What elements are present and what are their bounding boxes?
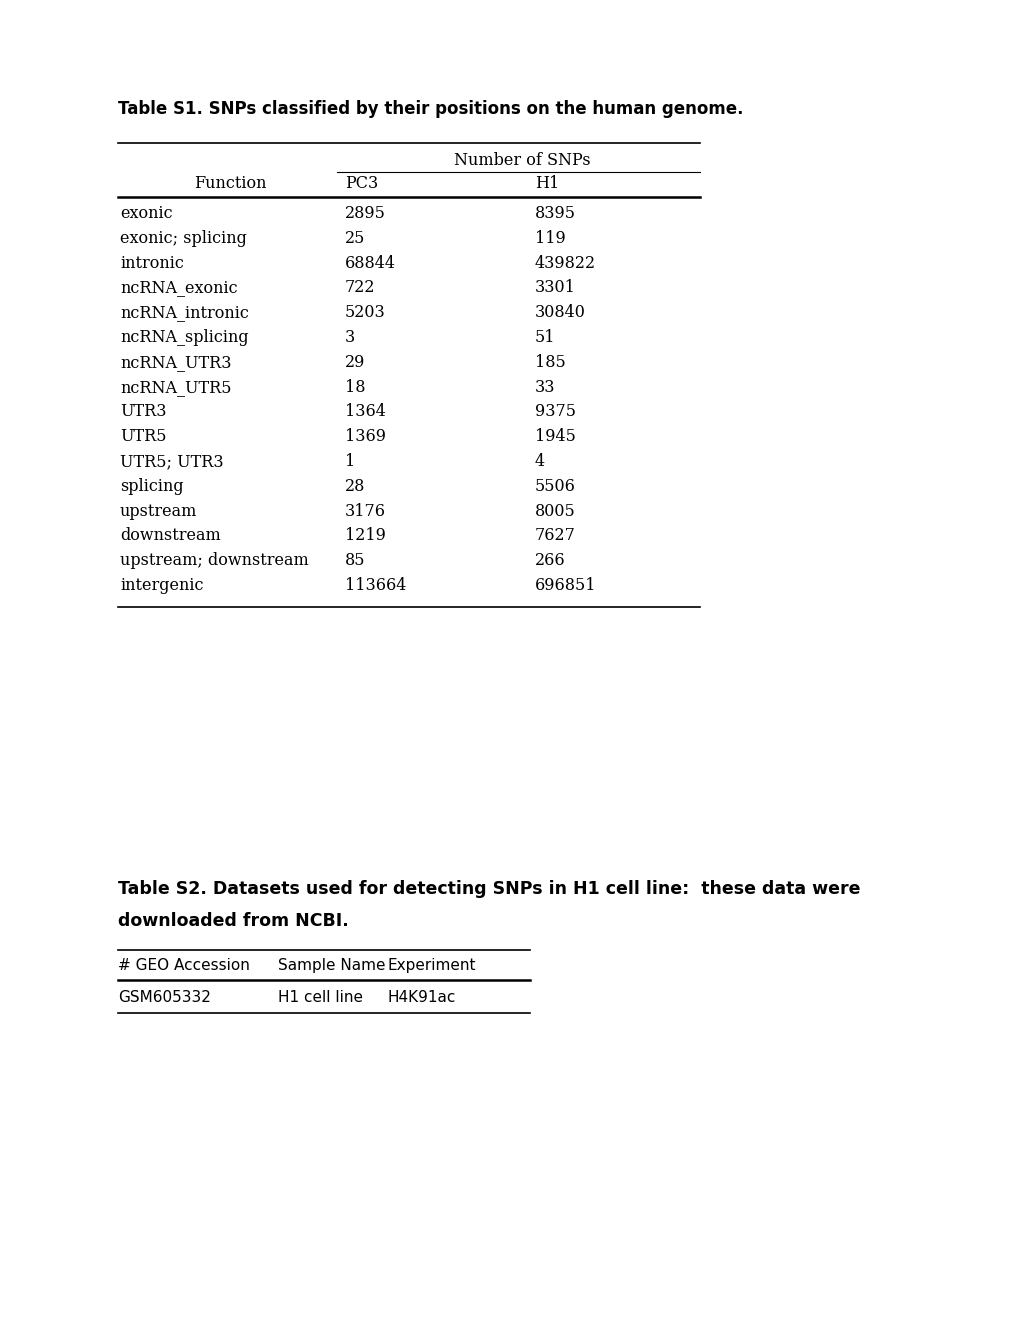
Text: Sample Name: Sample Name bbox=[278, 958, 385, 973]
Text: 1945: 1945 bbox=[535, 428, 576, 445]
Text: 119: 119 bbox=[535, 230, 566, 247]
Text: 7627: 7627 bbox=[535, 528, 576, 544]
Text: 5203: 5203 bbox=[344, 304, 385, 321]
Text: 696851: 696851 bbox=[535, 577, 596, 594]
Text: 29: 29 bbox=[344, 354, 365, 371]
Text: 30840: 30840 bbox=[535, 304, 585, 321]
Text: downloaded from NCBI.: downloaded from NCBI. bbox=[118, 912, 348, 931]
Text: intronic: intronic bbox=[120, 255, 183, 272]
Text: upstream; downstream: upstream; downstream bbox=[120, 552, 309, 569]
Text: 5506: 5506 bbox=[535, 478, 576, 495]
Text: Table S1. SNPs classified by their positions on the human genome.: Table S1. SNPs classified by their posit… bbox=[118, 100, 743, 117]
Text: ncRNA_intronic: ncRNA_intronic bbox=[120, 304, 249, 321]
Text: 4: 4 bbox=[535, 453, 544, 470]
Text: 266: 266 bbox=[535, 552, 566, 569]
Text: 33: 33 bbox=[535, 379, 555, 396]
Text: ncRNA_splicing: ncRNA_splicing bbox=[120, 329, 249, 346]
Text: 9375: 9375 bbox=[535, 404, 576, 420]
Text: 3301: 3301 bbox=[535, 280, 576, 297]
Text: 3176: 3176 bbox=[344, 503, 385, 520]
Text: Experiment: Experiment bbox=[387, 958, 476, 973]
Text: exonic; splicing: exonic; splicing bbox=[120, 230, 247, 247]
Text: 1: 1 bbox=[344, 453, 355, 470]
Text: Number of SNPs: Number of SNPs bbox=[453, 152, 590, 169]
Text: 1219: 1219 bbox=[344, 528, 385, 544]
Text: 28: 28 bbox=[344, 478, 365, 495]
Text: intergenic: intergenic bbox=[120, 577, 204, 594]
Text: Table S2. Datasets used for detecting SNPs in H1 cell line:  these data were: Table S2. Datasets used for detecting SN… bbox=[118, 880, 860, 898]
Text: ncRNA_UTR5: ncRNA_UTR5 bbox=[120, 379, 231, 396]
Text: 722: 722 bbox=[344, 280, 375, 297]
Text: UTR3: UTR3 bbox=[120, 404, 166, 420]
Text: Function: Function bbox=[194, 176, 266, 191]
Text: H4K91ac: H4K91ac bbox=[387, 990, 455, 1005]
Text: 113664: 113664 bbox=[344, 577, 406, 594]
Text: 18: 18 bbox=[344, 379, 365, 396]
Text: PC3: PC3 bbox=[344, 176, 378, 191]
Text: 25: 25 bbox=[344, 230, 365, 247]
Text: 51: 51 bbox=[535, 329, 555, 346]
Text: 185: 185 bbox=[535, 354, 566, 371]
Text: 85: 85 bbox=[344, 552, 365, 569]
Text: 3: 3 bbox=[344, 329, 355, 346]
Text: 8005: 8005 bbox=[535, 503, 575, 520]
Text: 1364: 1364 bbox=[344, 404, 385, 420]
Text: GSM605332: GSM605332 bbox=[118, 990, 211, 1005]
Text: exonic: exonic bbox=[120, 205, 172, 222]
Text: ncRNA_UTR3: ncRNA_UTR3 bbox=[120, 354, 231, 371]
Text: 2895: 2895 bbox=[344, 205, 385, 222]
Text: # GEO Accession: # GEO Accession bbox=[118, 958, 250, 973]
Text: 68844: 68844 bbox=[344, 255, 395, 272]
Text: downstream: downstream bbox=[120, 528, 220, 544]
Text: UTR5; UTR3: UTR5; UTR3 bbox=[120, 453, 223, 470]
Text: 439822: 439822 bbox=[535, 255, 595, 272]
Text: H1: H1 bbox=[535, 176, 558, 191]
Text: 1369: 1369 bbox=[344, 428, 385, 445]
Text: upstream: upstream bbox=[120, 503, 198, 520]
Text: 8395: 8395 bbox=[535, 205, 576, 222]
Text: ncRNA_exonic: ncRNA_exonic bbox=[120, 280, 237, 297]
Text: H1 cell line: H1 cell line bbox=[278, 990, 363, 1005]
Text: UTR5: UTR5 bbox=[120, 428, 166, 445]
Text: splicing: splicing bbox=[120, 478, 183, 495]
